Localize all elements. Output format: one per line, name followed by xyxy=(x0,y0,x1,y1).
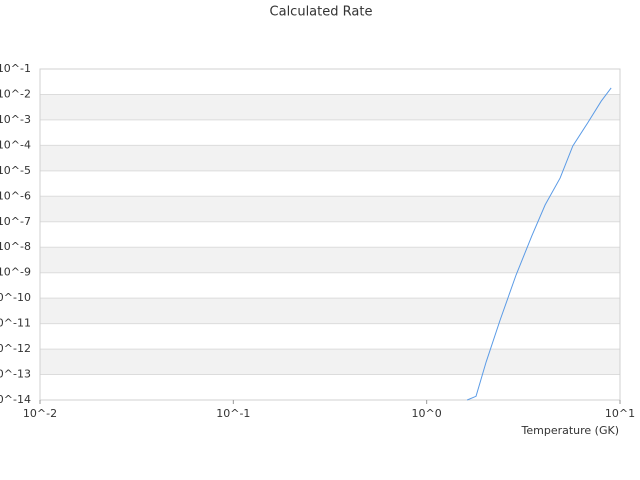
chart-title: Calculated Rate xyxy=(270,5,373,20)
x-tick-label: 10^1 xyxy=(605,407,635,420)
y-tick-label: 10^-9 xyxy=(0,266,31,279)
grid-band xyxy=(40,247,620,273)
y-tick-label: 10^-13 xyxy=(0,368,31,381)
y-tick-label: 10^-12 xyxy=(0,342,31,355)
line xyxy=(466,87,612,401)
y-tick-label: 10^-6 xyxy=(0,189,31,202)
x-axis-label: Temperature (GK) xyxy=(521,424,620,437)
y-tick-label: 10^-2 xyxy=(0,87,31,100)
x-tick-label: 10^0 xyxy=(412,407,442,420)
y-tick-label: 10^-10 xyxy=(0,291,31,304)
grid-band xyxy=(40,349,620,375)
plot-frame xyxy=(39,68,621,401)
x-tick-label: 10^-2 xyxy=(23,407,57,420)
bands xyxy=(40,94,620,375)
grid-band xyxy=(40,94,620,120)
y-tick-label: 10^-3 xyxy=(0,113,31,126)
y-tick-label: 10^-7 xyxy=(0,215,31,228)
x-tick-label: 10^-1 xyxy=(216,407,250,420)
y-tick-label: 10^-5 xyxy=(0,164,31,177)
y-tick-label: 10^-8 xyxy=(0,240,31,253)
grid-band xyxy=(40,298,620,324)
y-tick-label: 10^-14 xyxy=(0,393,31,406)
y-tick-label: 10^-1 xyxy=(0,62,31,75)
y-tick-label: 10^-4 xyxy=(0,138,31,151)
y-tick-label: 10^-11 xyxy=(0,317,31,330)
grid-band xyxy=(40,196,620,222)
grid-band xyxy=(40,145,620,171)
